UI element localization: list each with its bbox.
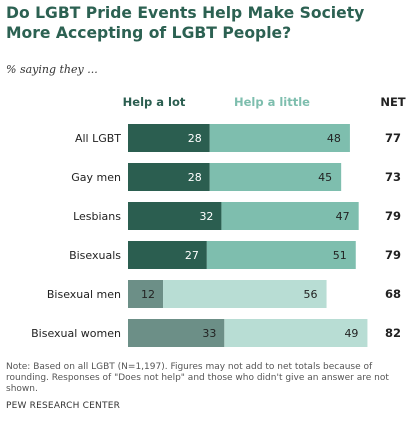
value-label-help-a-little: 47: [336, 210, 350, 223]
value-label-help-a-little: 51: [333, 249, 347, 262]
bar-help-a-lot: [128, 319, 225, 347]
chart-note: Note: Based on all LGBT (N=1,197). Figur…: [6, 362, 389, 394]
value-label-help-a-lot: 28: [188, 171, 202, 184]
category-label: All LGBT: [75, 132, 121, 145]
bar-help-a-little: [221, 202, 359, 230]
value-label-help-a-lot: 12: [141, 288, 155, 301]
net-value: 79: [385, 209, 401, 223]
bar-help-a-little: [209, 163, 342, 191]
bar-help-a-lot: [128, 241, 207, 269]
value-label-help-a-lot: 33: [202, 327, 216, 340]
bar-help-a-lot: [128, 280, 164, 308]
chart-title: Do LGBT Pride Events Help Make Society M…: [6, 4, 365, 42]
source-credit: PEW RESEARCH CENTER: [6, 401, 121, 411]
value-label-help-a-little: 48: [327, 132, 341, 145]
net-value: 79: [385, 248, 401, 262]
category-label: Bisexual women: [31, 327, 121, 340]
net-value: 68: [385, 287, 401, 301]
category-label: Gay men: [71, 171, 121, 184]
legend-help-a-little: Help a little: [234, 95, 310, 109]
category-label: Bisexuals: [69, 249, 121, 262]
chart-subtitle: % saying they ...: [6, 63, 98, 76]
value-label-help-a-little: 45: [318, 171, 332, 184]
bar-help-a-lot: [128, 163, 210, 191]
value-label-help-a-little: 49: [344, 327, 358, 340]
value-label-help-a-lot: 28: [188, 132, 202, 145]
net-value: 73: [385, 170, 401, 184]
bar-help-a-little: [206, 241, 356, 269]
bar-help-a-little: [224, 319, 368, 347]
value-label-help-a-lot: 32: [199, 210, 213, 223]
category-label: Lesbians: [73, 210, 121, 223]
net-value: 82: [385, 326, 401, 340]
value-label-help-a-little: 56: [304, 288, 318, 301]
bar-help-a-lot: [128, 202, 222, 230]
value-label-help-a-lot: 27: [185, 249, 199, 262]
net-value: 77: [385, 131, 401, 145]
bar-help-a-lot: [128, 124, 210, 152]
stacked-bar-chart: Help a lot Help a little NET All LGBT 28 48 77…: [31, 95, 406, 347]
bar-help-a-little: [209, 124, 350, 152]
bar-help-a-little: [163, 280, 327, 308]
net-header: NET: [380, 95, 405, 109]
legend-help-a-lot: Help a lot: [123, 95, 186, 109]
category-label: Bisexual men: [47, 288, 121, 301]
